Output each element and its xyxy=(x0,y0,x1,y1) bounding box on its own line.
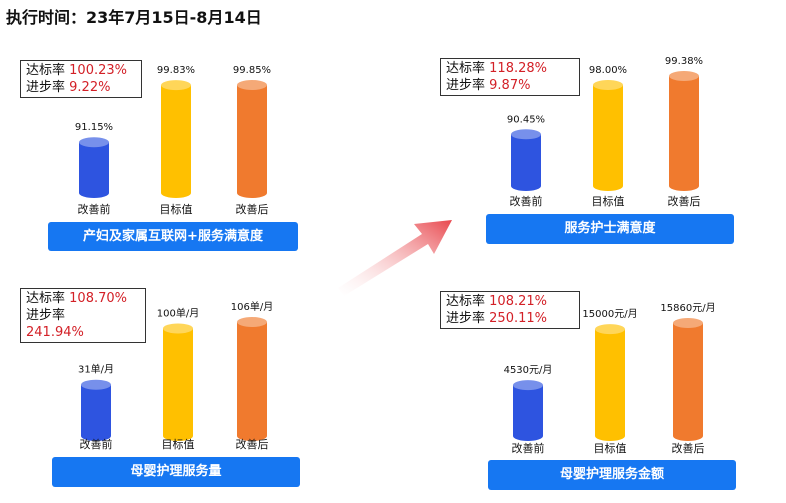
stats-box: 达标率 100.23% 进步率 9.22% xyxy=(20,60,142,98)
category-label: 改善前 xyxy=(80,437,113,451)
bar-value-label: 99.38% xyxy=(665,56,703,67)
category-label: 改善前 xyxy=(510,194,543,208)
progress-value: 9.22% xyxy=(69,80,111,95)
progress-value: 250.11% xyxy=(489,311,547,326)
bar-0 xyxy=(511,129,541,191)
bar-value-label: 15860元/月 xyxy=(660,302,715,314)
stats-box: 达标率 108.21% 进步率 250.11% xyxy=(440,291,580,329)
chart-svg: 91.15% 改善前 99.83% 目标值 99.85% 改善后 xyxy=(75,65,271,216)
bar-value-label: 90.45% xyxy=(507,114,545,125)
rate-label: 达标率 xyxy=(26,291,66,306)
bar-0 xyxy=(513,380,543,441)
bar-2 xyxy=(237,317,267,441)
stats-box: 达标率 118.28% 进步率 9.87% xyxy=(440,58,580,96)
progress-label: 进步率 xyxy=(446,311,486,326)
chart-title-banner: 母婴护理服务金额 xyxy=(488,460,736,490)
chart-panel-service-amount: 4530元/月 改善前 15000元/月 目标值 15860元/月 改善后 达标率 108… xyxy=(430,260,760,503)
progress-label: 进步率 xyxy=(26,80,66,95)
bar-value-label: 98.00% xyxy=(589,65,627,76)
bar-0 xyxy=(81,379,111,441)
bar-value-label: 31单/月 xyxy=(78,364,114,376)
category-label: 改善后 xyxy=(236,202,269,216)
chart-panel-satisfaction-family: 91.15% 改善前 99.83% 目标值 99.85% 改善后 达标率 100.23% … xyxy=(0,0,330,260)
rate-value: 108.70% xyxy=(69,291,127,306)
bar-2 xyxy=(669,71,699,191)
chart-panel-nurse-satisfaction: 90.45% 改善前 98.00% 目标值 99.38% 改善后 达标率 118.28% … xyxy=(430,0,760,260)
category-label: 改善后 xyxy=(668,194,701,208)
category-label: 目标值 xyxy=(162,437,195,451)
category-label: 目标值 xyxy=(160,202,193,216)
bar-value-label: 4530元/月 xyxy=(504,364,553,376)
progress-label: 进步率 xyxy=(446,78,486,93)
bar-value-label: 99.83% xyxy=(157,65,195,76)
page-title: 执行时间：23年7月15日-8月14日 xyxy=(6,8,262,27)
category-label: 改善前 xyxy=(78,202,111,216)
bar-1 xyxy=(163,323,193,441)
progress-label: 进步率 xyxy=(26,308,66,323)
rate-value: 100.23% xyxy=(69,63,127,78)
bar-value-label: 91.15% xyxy=(75,122,113,133)
chart-title-banner: 产妇及家属互联网+服务满意度 xyxy=(48,222,298,251)
bar-2 xyxy=(237,80,267,198)
bar-value-label: 100单/月 xyxy=(157,307,199,319)
rate-label: 达标率 xyxy=(446,294,486,309)
bar-1 xyxy=(595,324,625,441)
bar-1 xyxy=(161,80,191,198)
bar-0 xyxy=(79,137,109,198)
rate-value: 108.21% xyxy=(489,294,547,309)
stats-box: 达标率 108.70% 进步率 241.94% xyxy=(20,288,146,343)
rate-value: 118.28% xyxy=(489,61,547,76)
category-label: 目标值 xyxy=(594,441,627,455)
chart-panel-service-volume: 31单/月改善前 100单/月 目标值 106单/月 改善后 达标率 108.70% 进… xyxy=(0,260,330,503)
category-label: 改善前 xyxy=(512,441,545,455)
category-label: 改善后 xyxy=(672,441,705,455)
progress-value: 9.87% xyxy=(489,78,531,93)
bar-value-label: 106单/月 xyxy=(231,301,273,313)
rate-label: 达标率 xyxy=(26,63,66,78)
chart-title-banner: 服务护士满意度 xyxy=(486,214,734,244)
bar-2 xyxy=(673,318,703,441)
category-label: 目标值 xyxy=(592,194,625,208)
chart-title-banner: 母婴护理服务量 xyxy=(52,457,300,487)
category-label: 改善后 xyxy=(236,437,269,451)
chart-svg: 90.45% 改善前 98.00% 目标值 99.38% 改善后 xyxy=(507,56,703,208)
bar-1 xyxy=(593,80,623,191)
bar-value-label: 15000元/月 xyxy=(582,308,637,320)
bar-value-label: 99.85% xyxy=(233,65,271,76)
progress-arrow-icon xyxy=(338,220,452,296)
rate-label: 达标率 xyxy=(446,61,486,76)
progress-value: 241.94% xyxy=(26,325,84,340)
